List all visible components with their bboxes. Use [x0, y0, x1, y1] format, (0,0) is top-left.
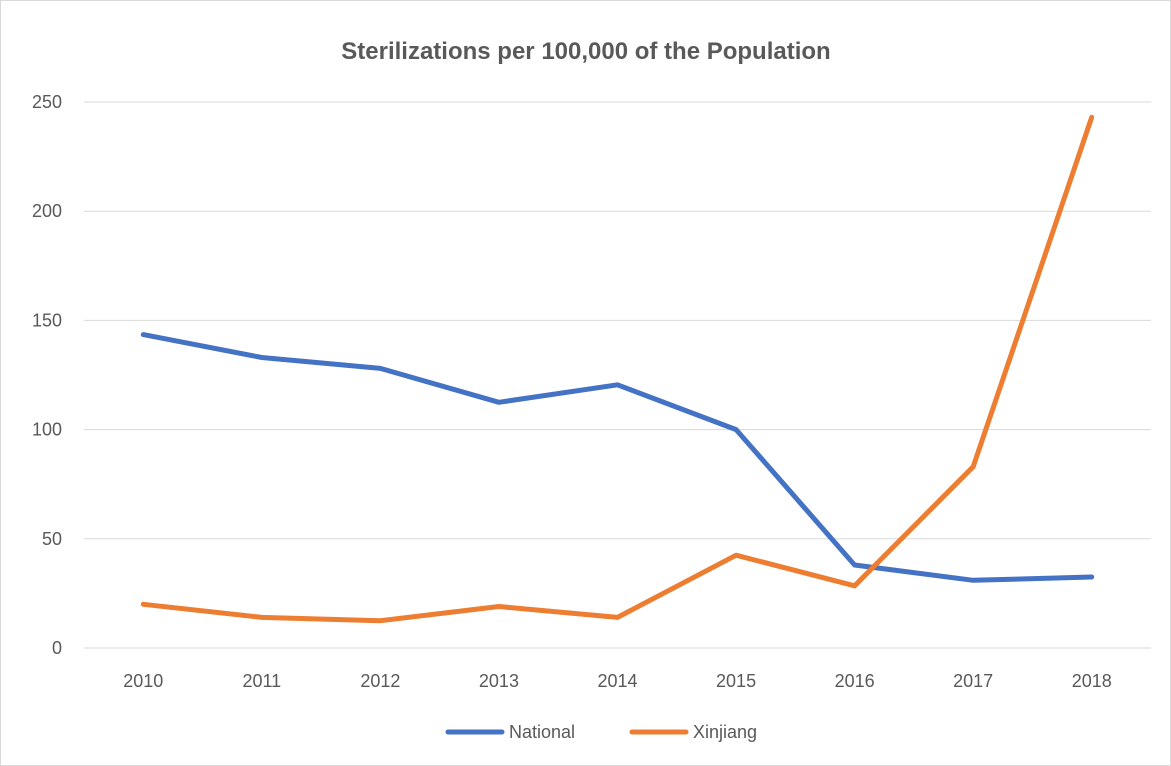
y-tick-label: 250 — [32, 92, 62, 112]
legend: National Xinjiang — [445, 722, 757, 742]
series-line-xinjiang — [140, 114, 1095, 624]
series-line-national — [140, 332, 1095, 583]
legend-label-national: National — [509, 722, 575, 742]
x-tick-label: 2017 — [953, 671, 993, 691]
x-tick-label: 2015 — [716, 671, 756, 691]
x-tick-label: 2010 — [123, 671, 163, 691]
y-tick-label: 100 — [32, 420, 62, 440]
y-tick-label: 150 — [32, 310, 62, 330]
y-tick-label: 0 — [52, 638, 62, 658]
y-tick-label: 50 — [42, 529, 62, 549]
x-axis-tick-labels: 2010 2011 2012 2013 2014 2015 2016 2017 2018 — [123, 671, 1111, 691]
x-tick-label: 2018 — [1072, 671, 1112, 691]
x-tick-label: 2014 — [597, 671, 637, 691]
x-tick-label: 2013 — [479, 671, 519, 691]
gridlines — [84, 101, 1151, 649]
x-tick-label: 2011 — [242, 671, 281, 691]
series-lines — [140, 114, 1095, 624]
x-tick-label: 2016 — [835, 671, 875, 691]
y-tick-label: 200 — [32, 201, 62, 221]
y-axis-tick-labels: 0 50 100 150 200 250 — [32, 92, 62, 658]
legend-label-xinjiang: Xinjiang — [693, 722, 757, 742]
x-tick-label: 2012 — [360, 671, 400, 691]
chart-title: Sterilizations per 100,000 of the Popula… — [341, 38, 830, 65]
